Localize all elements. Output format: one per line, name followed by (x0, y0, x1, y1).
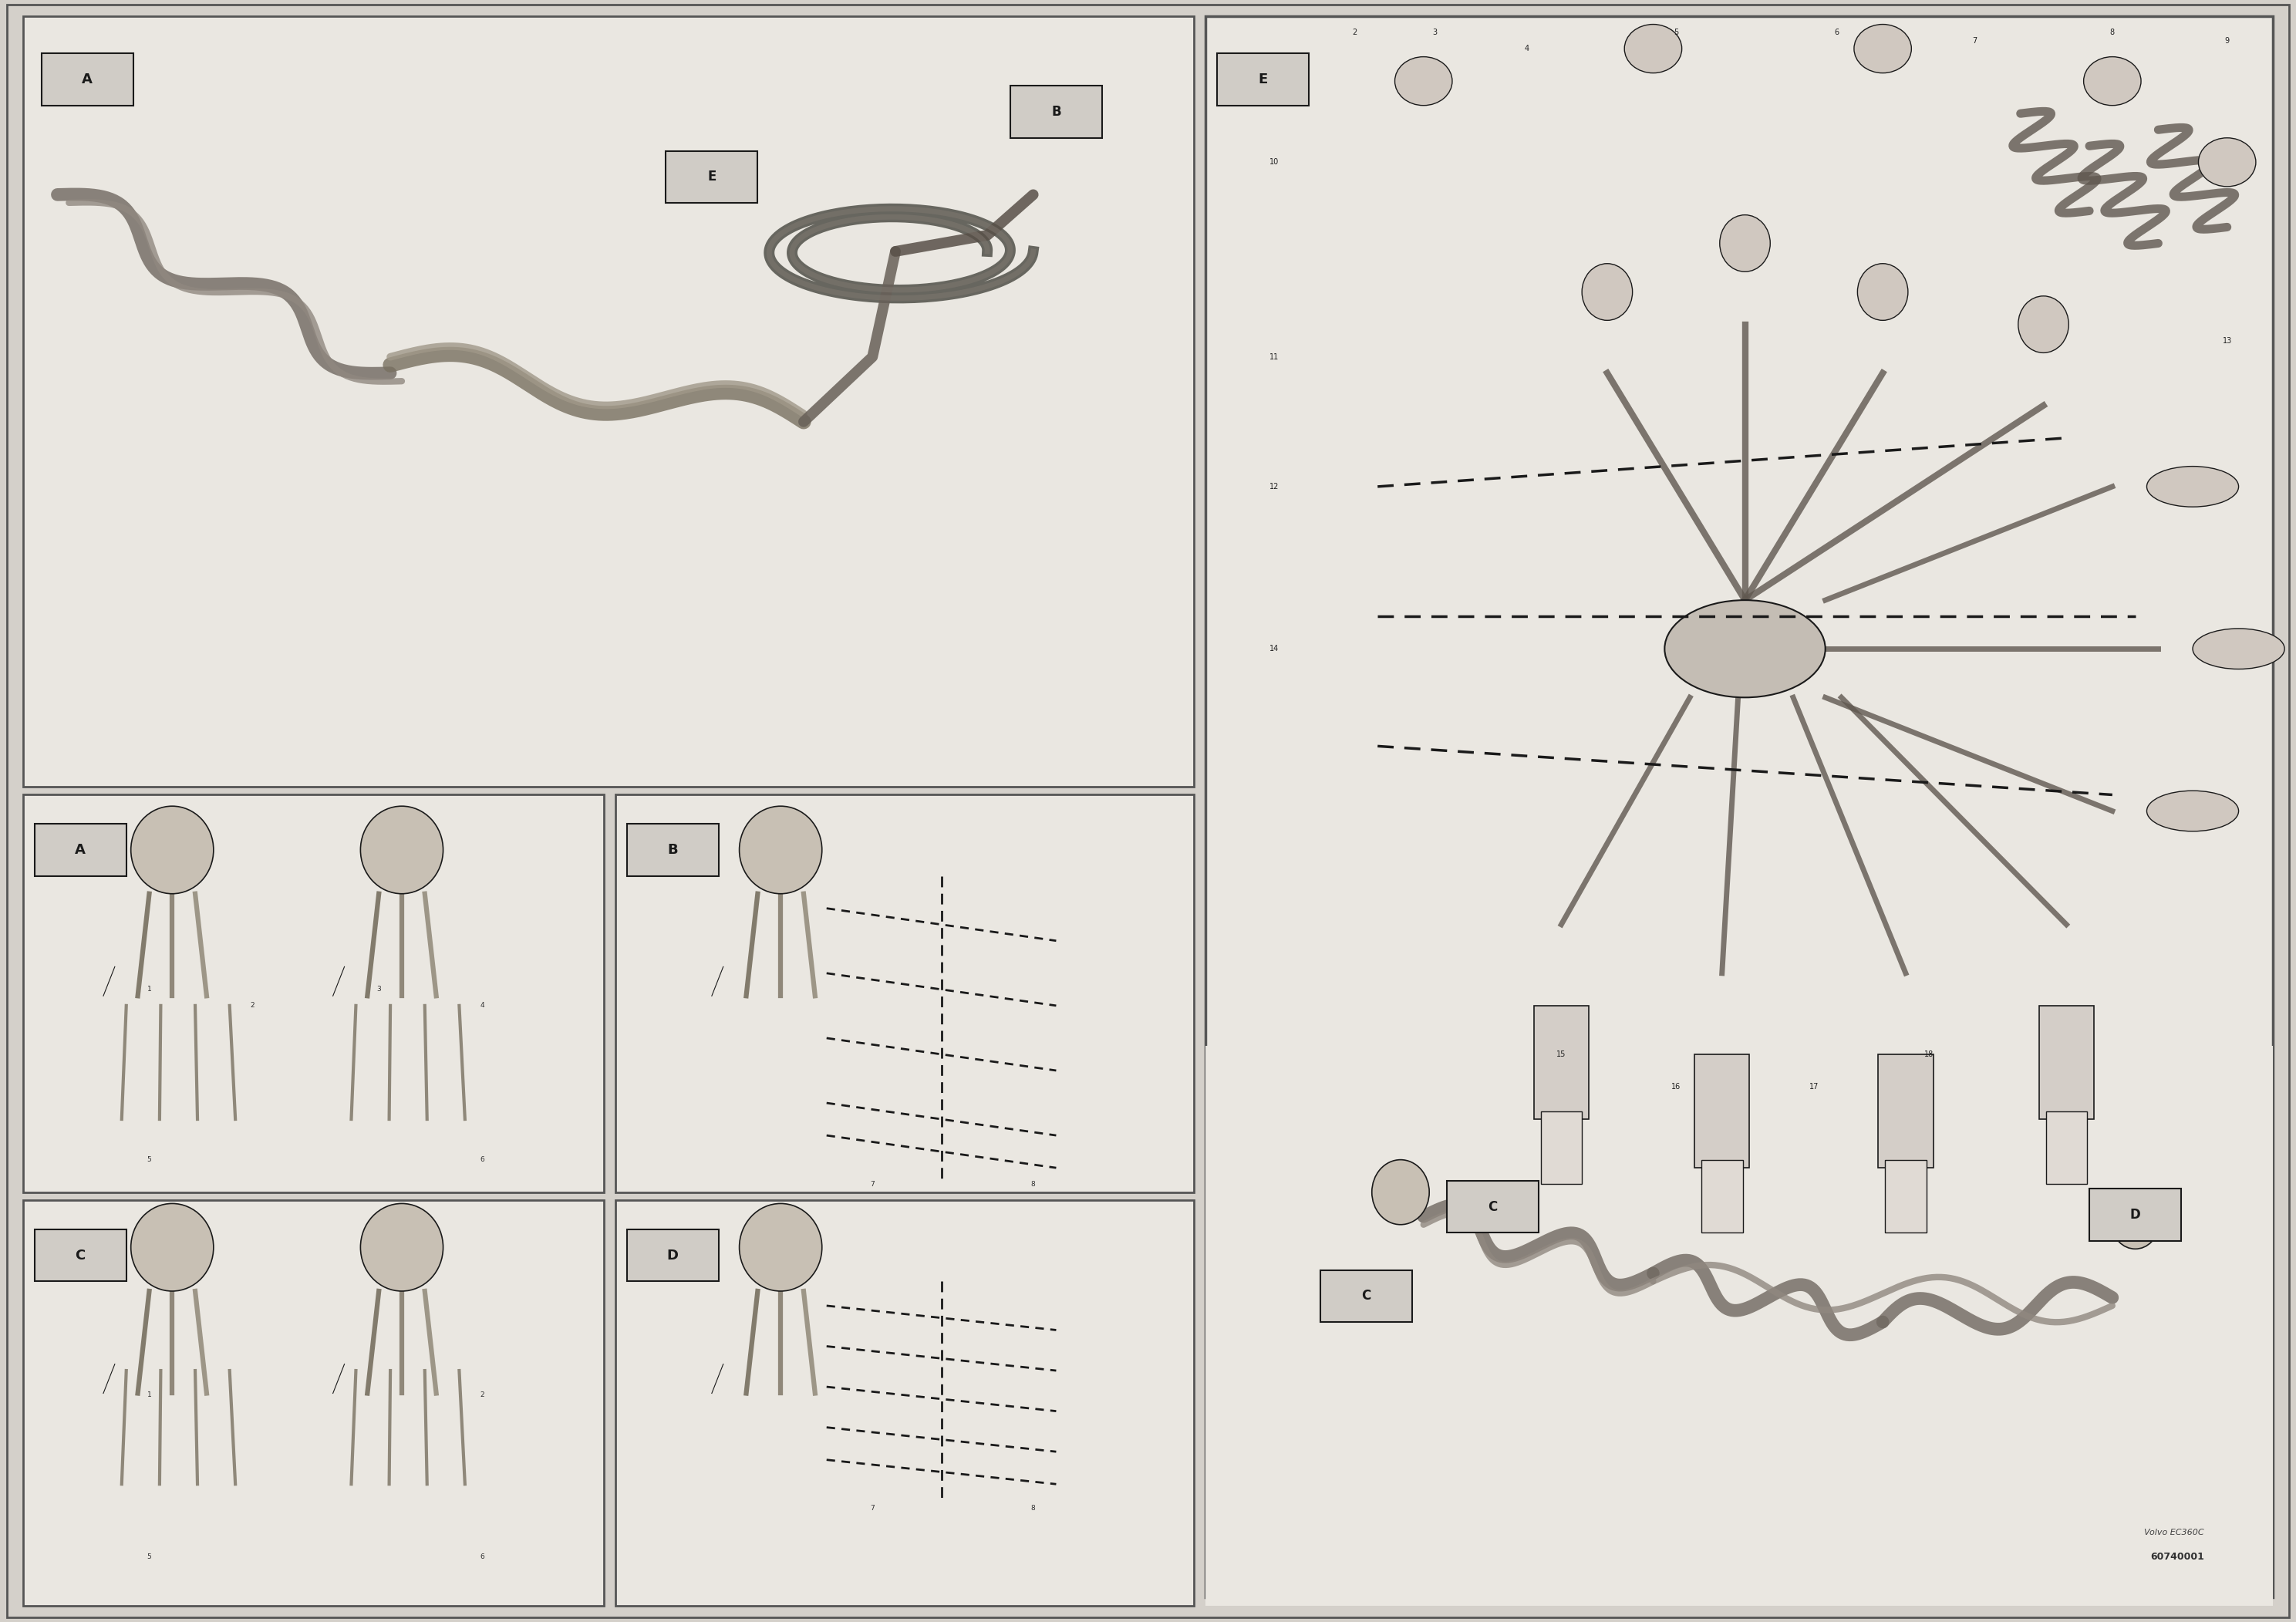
Text: C: C (76, 1249, 85, 1262)
Text: 8: 8 (1031, 1181, 1035, 1187)
Text: 14: 14 (1270, 646, 1279, 652)
Ellipse shape (360, 806, 443, 894)
Bar (2046, 1111, 2087, 1184)
Bar (1541, 1111, 1582, 1184)
Text: 8: 8 (1031, 1505, 1035, 1512)
Text: 7: 7 (1972, 37, 1977, 44)
Ellipse shape (1853, 24, 1910, 73)
Ellipse shape (1582, 264, 1632, 321)
Text: 2: 2 (250, 1002, 255, 1009)
Ellipse shape (739, 1204, 822, 1291)
Text: 15: 15 (1557, 1051, 1566, 1058)
Text: D: D (666, 1249, 680, 1262)
Text: 4: 4 (1525, 45, 1529, 52)
FancyBboxPatch shape (666, 151, 758, 203)
Text: B: B (1052, 105, 1061, 118)
Ellipse shape (360, 1204, 443, 1291)
Text: C: C (1362, 1289, 1371, 1302)
Text: 10: 10 (1270, 159, 1279, 165)
FancyBboxPatch shape (1446, 1181, 1538, 1233)
Text: 6: 6 (480, 1554, 484, 1560)
FancyBboxPatch shape (627, 1229, 719, 1281)
Text: 1: 1 (147, 1392, 152, 1398)
Text: C: C (1488, 1200, 1497, 1213)
Bar (1701, 1160, 1743, 1233)
Bar (1878, 1054, 1933, 1168)
Text: 6: 6 (480, 1156, 484, 1163)
Text: 8: 8 (2110, 29, 2115, 36)
FancyBboxPatch shape (2089, 1189, 2181, 1241)
Bar (2039, 1006, 2094, 1119)
Text: Volvo EC360C: Volvo EC360C (2144, 1530, 2204, 1536)
Bar (1205, 1046, 2273, 1606)
FancyBboxPatch shape (1010, 86, 1102, 138)
Bar (615, 1200, 1194, 1606)
FancyBboxPatch shape (627, 824, 719, 876)
Ellipse shape (2197, 138, 2255, 187)
Bar (1205, 16, 2273, 1598)
Text: 2: 2 (480, 1392, 484, 1398)
Text: A: A (76, 843, 85, 856)
Text: 2: 2 (1352, 29, 1357, 36)
Ellipse shape (131, 1204, 214, 1291)
Ellipse shape (2193, 629, 2285, 668)
Bar (23, 16, 1194, 787)
Text: 9: 9 (2225, 37, 2229, 44)
Ellipse shape (1371, 1160, 1428, 1225)
Text: 18: 18 (1924, 1051, 1933, 1058)
Text: 6: 6 (1835, 29, 1839, 36)
Ellipse shape (2018, 295, 2069, 352)
Text: 5: 5 (147, 1156, 152, 1163)
Bar (1694, 1054, 1750, 1168)
Text: 7: 7 (870, 1181, 875, 1187)
Text: 11: 11 (1270, 354, 1279, 360)
Text: 16: 16 (1671, 1083, 1681, 1090)
FancyBboxPatch shape (34, 824, 126, 876)
Text: 3: 3 (377, 986, 381, 993)
Text: B: B (668, 843, 677, 856)
FancyBboxPatch shape (1320, 1270, 1412, 1322)
Bar (1534, 1006, 1589, 1119)
Text: D: D (2131, 1208, 2140, 1221)
Ellipse shape (1857, 264, 1908, 321)
Text: 60740001: 60740001 (2151, 1552, 2204, 1562)
Ellipse shape (2112, 1200, 2158, 1249)
Bar (1885, 1160, 1926, 1233)
Text: 4: 4 (480, 1002, 484, 1009)
Ellipse shape (131, 806, 214, 894)
Ellipse shape (739, 806, 822, 894)
Ellipse shape (1665, 600, 1825, 697)
Text: A: A (83, 73, 92, 86)
Text: 17: 17 (1809, 1083, 1818, 1090)
Text: 5: 5 (147, 1554, 152, 1560)
FancyBboxPatch shape (1217, 54, 1309, 105)
Text: 3: 3 (1433, 29, 1437, 36)
FancyBboxPatch shape (41, 54, 133, 105)
Text: 13: 13 (2223, 337, 2232, 344)
Bar (615, 795, 1194, 1192)
Bar (23, 1200, 604, 1606)
Text: 1: 1 (1295, 54, 1300, 60)
Ellipse shape (2147, 467, 2239, 506)
Text: 5: 5 (1674, 29, 1678, 36)
Ellipse shape (1720, 214, 1770, 271)
Ellipse shape (1623, 24, 1681, 73)
Text: 1: 1 (147, 986, 152, 993)
Text: 12: 12 (1270, 483, 1279, 490)
Ellipse shape (2085, 57, 2140, 105)
Bar (23, 795, 604, 1192)
Ellipse shape (1394, 57, 1453, 105)
Text: 7: 7 (870, 1505, 875, 1512)
Text: E: E (707, 170, 716, 183)
FancyBboxPatch shape (34, 1229, 126, 1281)
Text: E: E (1258, 73, 1267, 86)
Ellipse shape (2147, 792, 2239, 830)
